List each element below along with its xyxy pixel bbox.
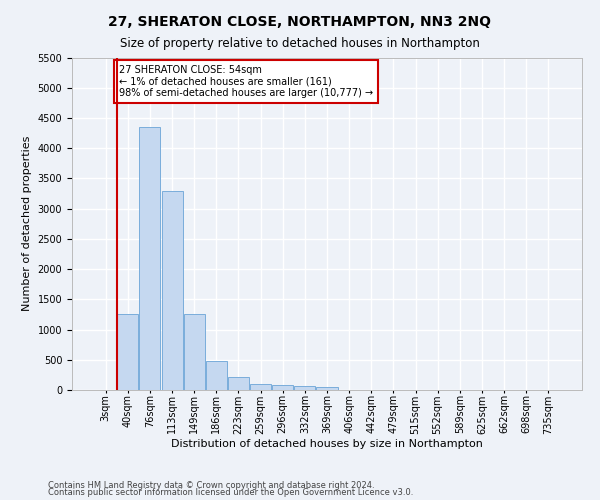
Bar xyxy=(184,314,205,390)
Y-axis label: Number of detached properties: Number of detached properties xyxy=(22,136,32,312)
Text: Contains public sector information licensed under the Open Government Licence v3: Contains public sector information licen… xyxy=(48,488,413,497)
Bar xyxy=(316,387,338,390)
Bar xyxy=(272,386,293,390)
Bar xyxy=(139,127,160,390)
Bar xyxy=(250,384,271,390)
X-axis label: Distribution of detached houses by size in Northampton: Distribution of detached houses by size … xyxy=(171,439,483,449)
Text: Size of property relative to detached houses in Northampton: Size of property relative to detached ho… xyxy=(120,38,480,51)
Bar xyxy=(228,378,249,390)
Text: Contains HM Land Registry data © Crown copyright and database right 2024.: Contains HM Land Registry data © Crown c… xyxy=(48,480,374,490)
Bar xyxy=(118,314,139,390)
Bar xyxy=(161,190,182,390)
Text: 27, SHERATON CLOSE, NORTHAMPTON, NN3 2NQ: 27, SHERATON CLOSE, NORTHAMPTON, NN3 2NQ xyxy=(109,15,491,29)
Bar xyxy=(295,386,316,390)
Bar xyxy=(206,361,227,390)
Text: 27 SHERATON CLOSE: 54sqm
← 1% of detached houses are smaller (161)
98% of semi-d: 27 SHERATON CLOSE: 54sqm ← 1% of detache… xyxy=(119,65,373,98)
